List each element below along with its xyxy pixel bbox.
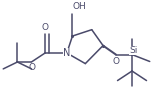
Text: O: O xyxy=(41,23,48,32)
Text: N: N xyxy=(63,48,71,58)
Text: O: O xyxy=(113,57,120,66)
Text: Si: Si xyxy=(129,46,138,55)
Text: O: O xyxy=(29,63,36,72)
Text: OH: OH xyxy=(72,2,86,11)
